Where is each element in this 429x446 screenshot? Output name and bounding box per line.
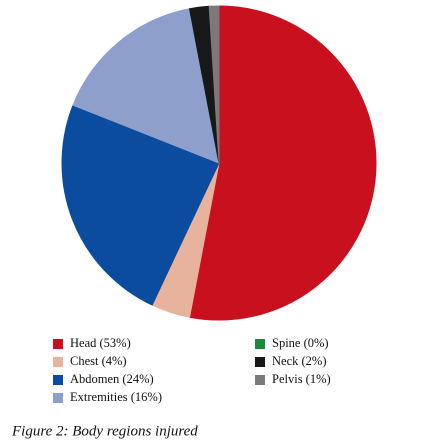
legend-swatch xyxy=(255,339,265,349)
pie-slice xyxy=(72,8,220,164)
legend-label: Neck (2%) xyxy=(272,354,327,368)
legend-swatch xyxy=(53,375,63,385)
legend-swatch xyxy=(53,357,63,367)
pie-slice xyxy=(208,5,220,164)
legend-label: Abdomen (24%) xyxy=(70,372,154,386)
figure-caption: Figure 2: Body regions injured xyxy=(11,423,198,439)
legend-label: Chest (4%) xyxy=(70,354,127,368)
legend-label: Pelvis (1%) xyxy=(272,372,331,386)
legend-swatch xyxy=(255,357,265,367)
legend-label: Extremities (16%) xyxy=(70,390,162,404)
legend-swatch xyxy=(255,375,265,385)
legend-label: Head (53%) xyxy=(70,336,131,350)
pie-slice xyxy=(61,104,220,306)
legend-label: Spine (0%) xyxy=(272,336,329,350)
pie-slice xyxy=(188,5,377,321)
legend-swatch xyxy=(53,339,63,349)
legend-swatch xyxy=(53,393,63,403)
